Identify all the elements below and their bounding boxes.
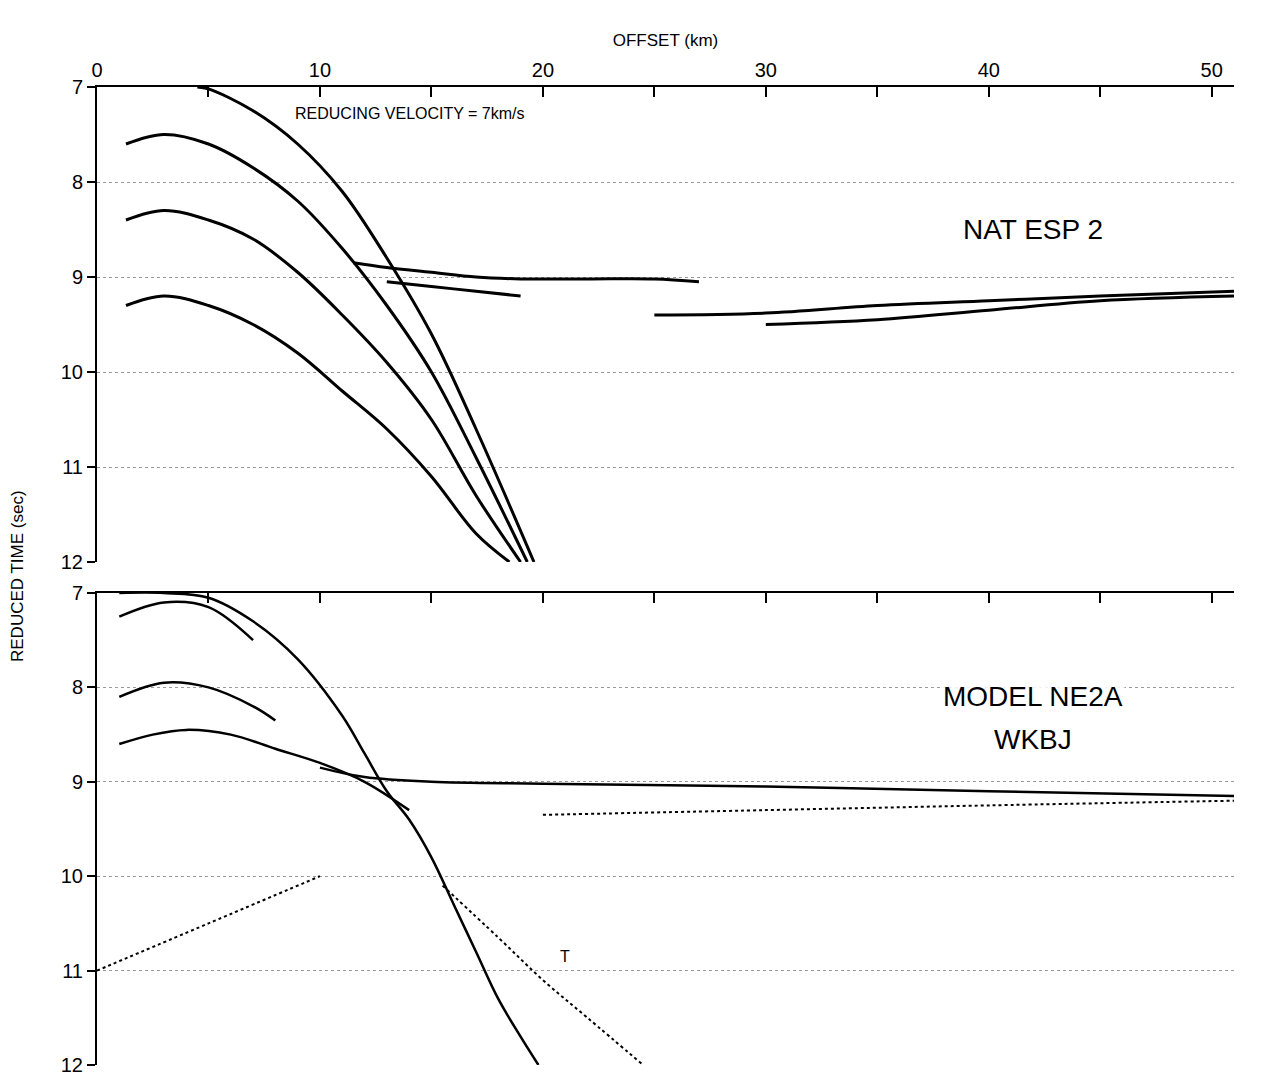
svg-text:0: 0 (91, 59, 102, 81)
svg-text:9: 9 (72, 266, 83, 288)
svg-text:T: T (560, 948, 570, 965)
svg-text:8: 8 (72, 171, 83, 193)
svg-text:12: 12 (61, 551, 83, 573)
svg-text:REDUCING VELOCITY = 7km/s: REDUCING VELOCITY = 7km/s (295, 105, 525, 122)
svg-text:10: 10 (61, 865, 83, 887)
svg-text:9: 9 (72, 771, 83, 793)
svg-text:50: 50 (1201, 59, 1223, 81)
svg-text:WKBJ: WKBJ (994, 724, 1072, 755)
svg-text:7: 7 (72, 582, 83, 604)
svg-text:11: 11 (62, 456, 83, 478)
svg-text:MODEL NE2A: MODEL NE2A (943, 681, 1123, 712)
svg-text:7: 7 (72, 76, 83, 98)
svg-text:8: 8 (72, 676, 83, 698)
svg-text:12: 12 (61, 1054, 83, 1076)
svg-text:10: 10 (61, 361, 83, 383)
svg-text:OFFSET (km): OFFSET (km) (613, 31, 718, 50)
svg-text:REDUCED TIME (sec): REDUCED TIME (sec) (8, 490, 27, 662)
svg-text:20: 20 (532, 59, 554, 81)
svg-text:30: 30 (755, 59, 777, 81)
svg-text:11: 11 (62, 960, 83, 982)
svg-text:10: 10 (309, 59, 331, 81)
svg-text:NAT ESP 2: NAT ESP 2 (963, 214, 1103, 245)
svg-text:40: 40 (978, 59, 1000, 81)
